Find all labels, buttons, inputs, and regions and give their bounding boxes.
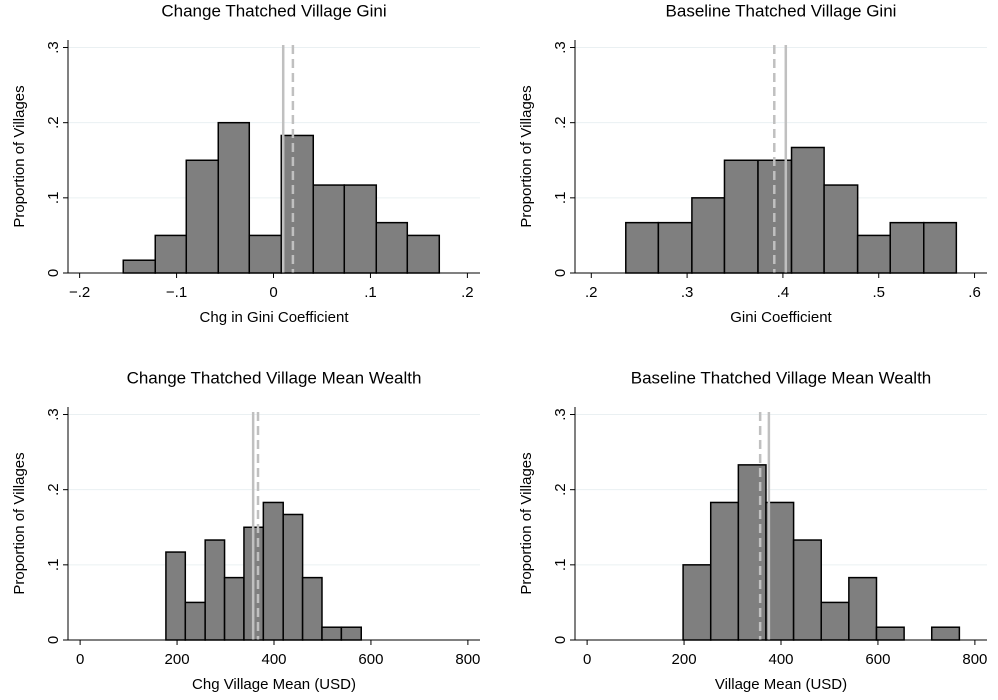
histogram-bar — [248, 234, 283, 274]
y-tick-label: .3 — [552, 41, 569, 54]
histogram-bar — [682, 564, 712, 641]
x-tick-label: 0 — [583, 651, 591, 668]
histogram-bar — [154, 234, 188, 274]
histogram-bar — [184, 601, 206, 641]
histogram-bar — [875, 626, 905, 641]
histogram-bar — [625, 221, 660, 274]
panel: Baseline Thatched Village Gini Gini Coeff… — [518, 1, 987, 326]
y-tick-label: .3 — [45, 408, 62, 421]
x-tick-label: 200 — [165, 651, 190, 668]
y-tick-label: .2 — [45, 116, 62, 129]
x-tick-label: 600 — [865, 651, 890, 668]
y-tick-label: 0 — [45, 636, 62, 644]
y-axis-label: Proportion of Villages — [518, 452, 535, 594]
y-tick-label: .2 — [552, 483, 569, 496]
x-tick-label: 400 — [261, 651, 286, 668]
x-tick-label: 600 — [358, 651, 383, 668]
x-tick-label: .5 — [872, 284, 885, 301]
histogram-bar — [262, 501, 284, 641]
histogram-bar — [217, 121, 251, 274]
panel: Change Thatched Village Mean Wealth Chg V… — [11, 368, 480, 692]
histogram-bar — [691, 197, 726, 274]
x-tick-label: −.2 — [69, 284, 90, 301]
histogram-bar — [280, 134, 315, 274]
y-tick-label: .3 — [45, 41, 62, 54]
y-tick-label: .1 — [45, 192, 62, 205]
histogram-bar — [301, 576, 323, 641]
x-tick-label: 800 — [455, 651, 480, 668]
y-tick-label: .3 — [552, 408, 569, 421]
histogram-bar — [790, 146, 825, 274]
y-tick-label: .2 — [45, 483, 62, 496]
x-tick-label: .2 — [461, 284, 474, 301]
histogram-bar — [282, 513, 304, 641]
histogram-bar — [375, 221, 409, 274]
x-axis-label: Chg in Gini Coefficient — [200, 309, 350, 326]
y-axis-label: Proportion of Villages — [518, 85, 535, 227]
x-axis-label: Chg Village Mean (USD) — [192, 676, 356, 693]
x-axis-label: Village Mean (USD) — [715, 676, 847, 693]
panel-title: Change Thatched Village Gini — [161, 1, 386, 20]
x-tick-label: .1 — [364, 284, 377, 301]
histogram-bar — [185, 159, 220, 274]
histogram-bar — [406, 234, 441, 274]
panel: Baseline Thatched Village Mean Wealth Vil… — [518, 368, 987, 692]
x-tick-label: 800 — [962, 651, 987, 668]
panel-title: Baseline Thatched Village Gini — [666, 1, 897, 20]
histogram-bar — [340, 626, 362, 641]
x-tick-label: 200 — [672, 651, 697, 668]
histogram-bar — [709, 501, 740, 641]
y-axis-label: Proportion of Villages — [11, 452, 28, 594]
y-axis-label: Proportion of Villages — [11, 85, 28, 227]
panel-title: Baseline Thatched Village Mean Wealth — [631, 368, 932, 387]
histogram-bar — [856, 234, 891, 274]
histogram-bar — [889, 221, 925, 274]
x-tick-label: 0 — [76, 651, 84, 668]
y-tick-label: 0 — [552, 636, 569, 644]
histogram-bar — [122, 259, 156, 274]
histogram-bar — [204, 539, 226, 641]
histogram-bar — [321, 626, 343, 641]
x-tick-label: −.1 — [166, 284, 187, 301]
histogram-bar — [930, 626, 961, 641]
y-tick-label: .1 — [552, 559, 569, 572]
x-tick-label: .2 — [585, 284, 598, 301]
histogram-bar — [923, 221, 958, 274]
x-tick-label: .6 — [968, 284, 981, 301]
histogram-bar — [223, 576, 245, 641]
histogram-bar — [792, 539, 822, 641]
x-tick-label: .3 — [681, 284, 694, 301]
y-tick-label: 0 — [45, 269, 62, 277]
panel-title: Change Thatched Village Mean Wealth — [127, 368, 422, 387]
histogram-bar — [343, 184, 378, 274]
x-tick-label: 0 — [269, 284, 277, 301]
x-tick-label: .4 — [777, 284, 790, 301]
histogram-bar — [820, 601, 850, 641]
y-tick-label: .2 — [552, 116, 569, 129]
histogram-bar — [823, 184, 859, 274]
histogram-bar — [312, 184, 346, 274]
y-tick-label: 0 — [552, 269, 569, 277]
y-tick-label: .1 — [45, 559, 62, 572]
histogram-bar — [165, 551, 187, 641]
histogram-bar — [723, 159, 759, 274]
panel: Change Thatched Village Gini Chg in Gini … — [11, 1, 480, 326]
histogram-bar — [737, 464, 767, 641]
histogram-bar — [848, 576, 878, 641]
histogram-bar — [657, 221, 693, 274]
x-tick-label: 400 — [768, 651, 793, 668]
x-axis-label: Gini Coefficient — [730, 309, 832, 326]
y-tick-label: .1 — [552, 192, 569, 205]
